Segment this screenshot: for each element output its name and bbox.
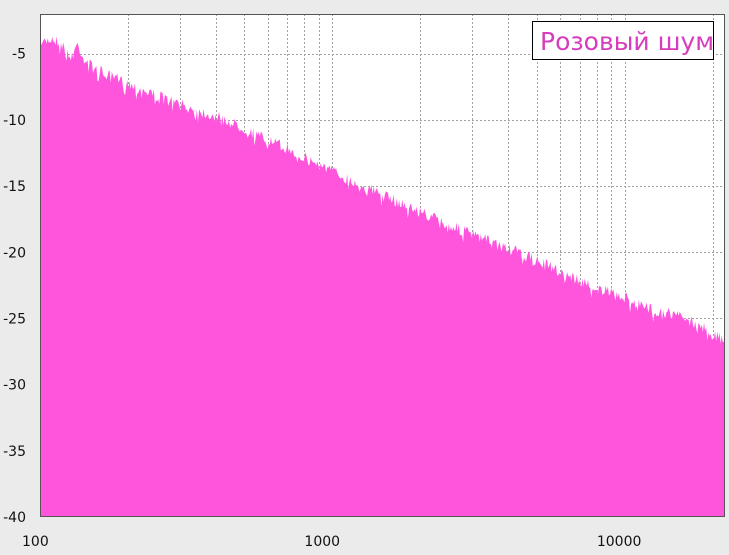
legend-box <box>532 21 714 60</box>
y-tick-label: -35 <box>3 444 26 460</box>
spectrum-area <box>40 36 725 518</box>
x-tick-label: 100 <box>22 534 49 550</box>
y-tick-label: -25 <box>3 311 26 327</box>
legend: Розовый шум <box>532 21 714 60</box>
x-tick-label: 1000 <box>304 534 340 550</box>
y-tick-label: -5 <box>12 47 26 63</box>
y-tick-label: -20 <box>3 245 26 261</box>
y-tick-label: -10 <box>3 113 26 129</box>
legend-label: Розовый шум <box>540 27 714 56</box>
y-tick-label: -30 <box>3 378 26 394</box>
plot-border <box>40 14 725 517</box>
x-tick-label: 10000 <box>597 534 642 550</box>
spectrum-series <box>40 36 725 518</box>
axes: -5 -10 -15 -20 -25 -30 -35 -40 100 1000 10000 <box>3 14 725 550</box>
y-tick-label: -15 <box>3 179 26 195</box>
y-tick-label: -40 <box>3 510 26 526</box>
